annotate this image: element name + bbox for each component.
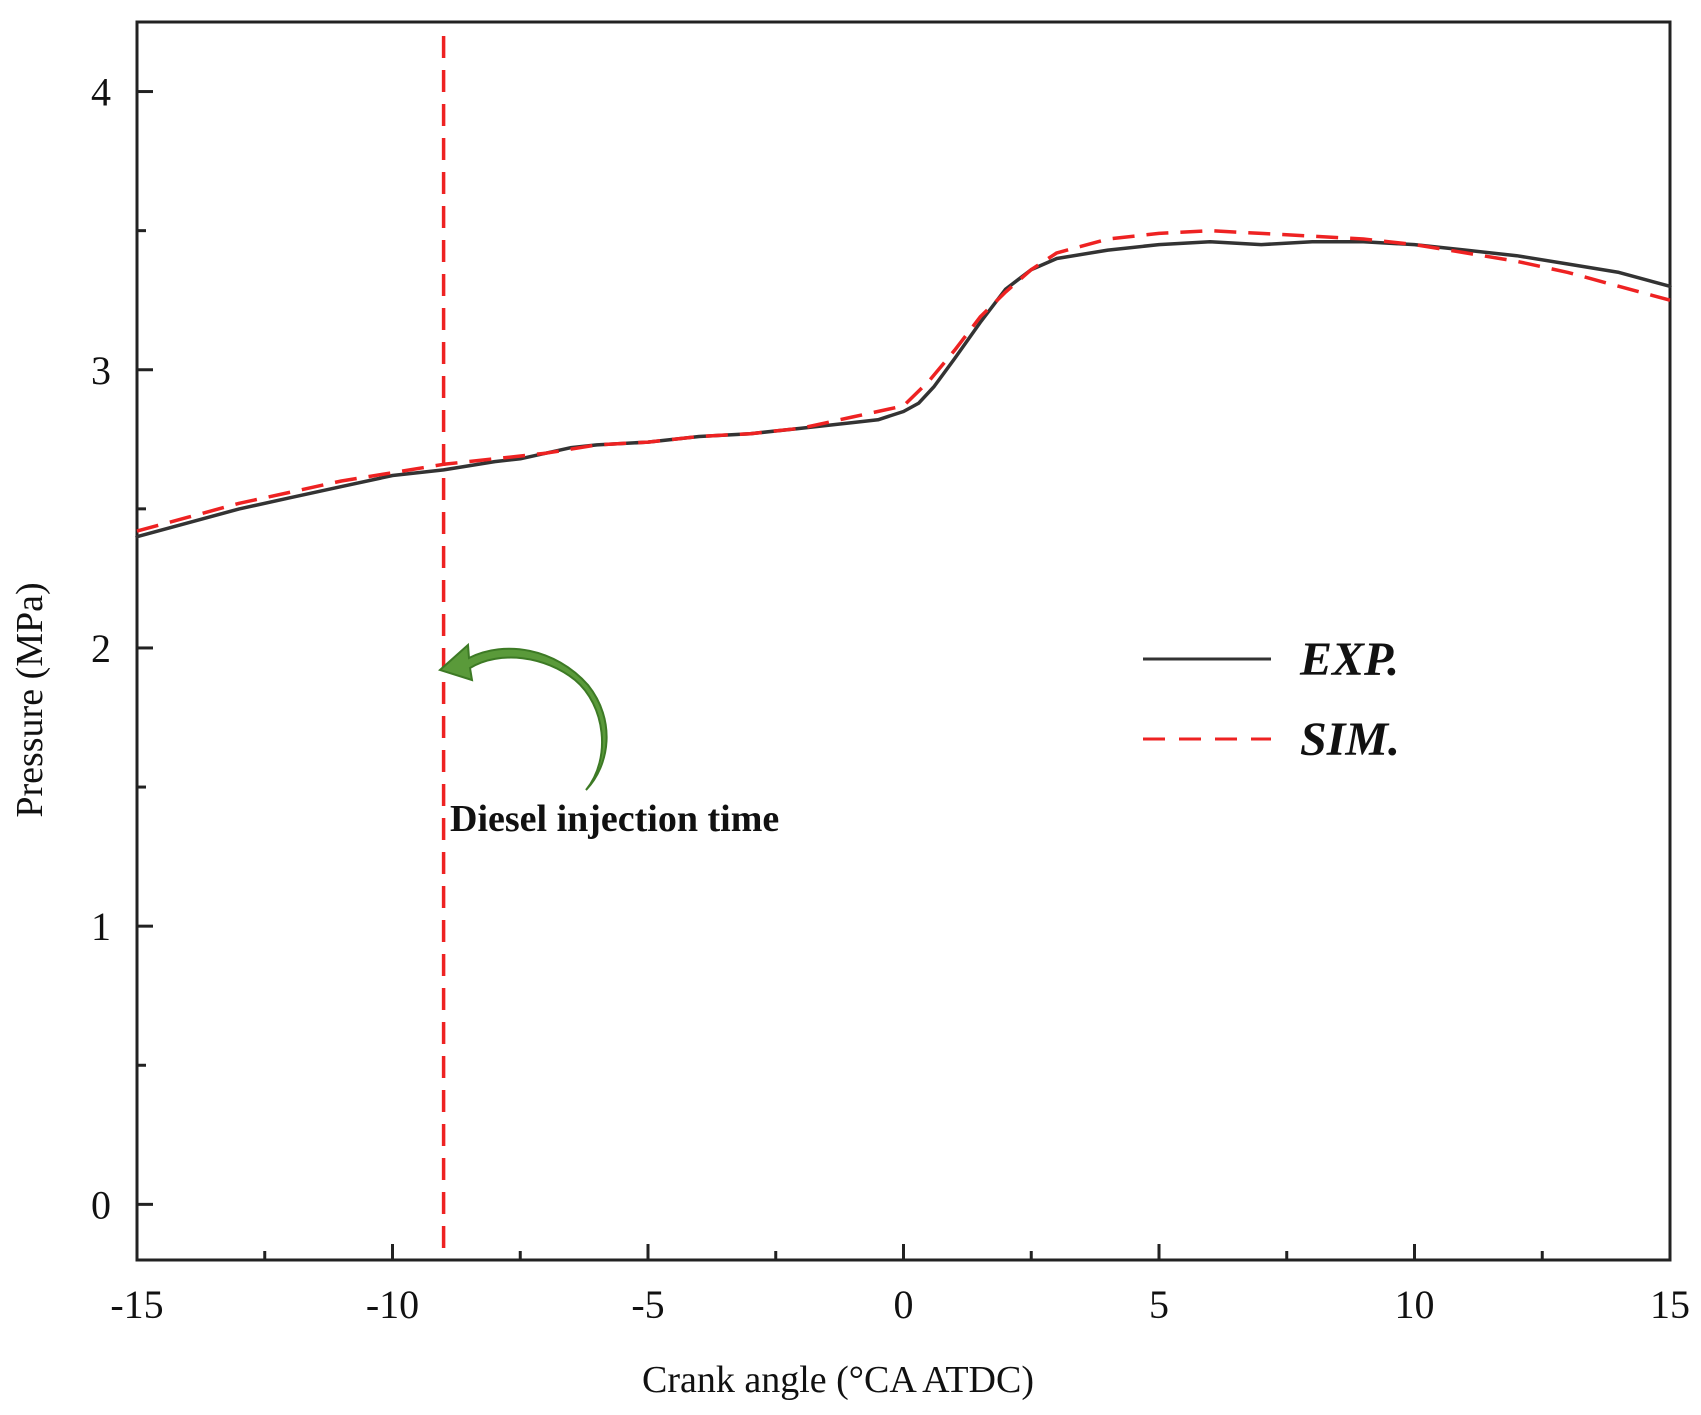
series-sim-line	[136, 228, 1671, 533]
x-tick-label: -5	[631, 1282, 664, 1327]
legend-sim-label: SIM.	[1300, 713, 1400, 766]
y-tick-label: 2	[91, 626, 111, 671]
x-tick-label: 15	[1650, 1282, 1690, 1327]
x-tick-label: -10	[366, 1282, 419, 1327]
y-axis-label: Pressure (MPa)	[9, 582, 51, 817]
x-tick-label: 10	[1395, 1282, 1435, 1327]
y-tick-label: 4	[91, 70, 111, 115]
y-tick-label: 0	[91, 1182, 111, 1227]
injection-label: Diesel injection time	[450, 798, 779, 840]
annotation-layer: Diesel injection time	[438, 642, 779, 840]
legend: EXP. SIM.	[1143, 633, 1400, 766]
series-exp-line	[135, 240, 1672, 539]
legend-exp-label: EXP.	[1299, 633, 1399, 686]
x-tick-label: -15	[110, 1282, 163, 1327]
curved-arrow-icon	[438, 642, 608, 791]
y-tick-label: 3	[91, 348, 111, 393]
plot-frame	[135, 20, 1672, 1262]
y-tick-label: 1	[91, 904, 111, 949]
x-tick-label: 0	[894, 1282, 914, 1327]
plot-layer: -15 -10 -5 0 5 10 15 0 1 2 3 4	[91, 20, 1690, 1327]
x-tick-label: 5	[1149, 1282, 1169, 1327]
x-axis-label: Crank angle (°CA ATDC)	[642, 1359, 1034, 1401]
